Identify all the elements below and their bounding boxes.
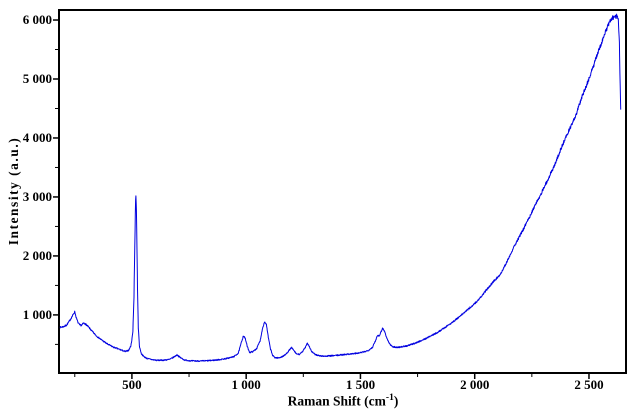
x-tick-label: 2 500	[574, 377, 604, 392]
plot-frame	[58, 9, 627, 374]
y-tick-label: 2 000	[22, 247, 52, 263]
y-tick-label: 4 000	[22, 129, 52, 145]
x-tick-label: 1 500	[345, 377, 376, 392]
y-tick-label: 6 000	[22, 12, 52, 28]
x-axis-title-superscript: -1	[385, 393, 394, 403]
x-tick-label: 2 000	[460, 377, 490, 392]
y-tick-label: 5 000	[22, 71, 52, 86]
spectrum-line	[59, 13, 622, 363]
x-axis-title: Raman Shift (cm-1)	[288, 393, 399, 410]
x-tick-label: 500	[122, 377, 142, 392]
y-tick-label: 1 000	[22, 306, 52, 322]
x-axis-title-suffix: )	[393, 393, 399, 409]
x-tick-label: 1 000	[231, 377, 261, 392]
x-axis-title-text: Raman Shift (cm	[287, 393, 386, 409]
y-tick-label: 3 000	[22, 188, 52, 204]
